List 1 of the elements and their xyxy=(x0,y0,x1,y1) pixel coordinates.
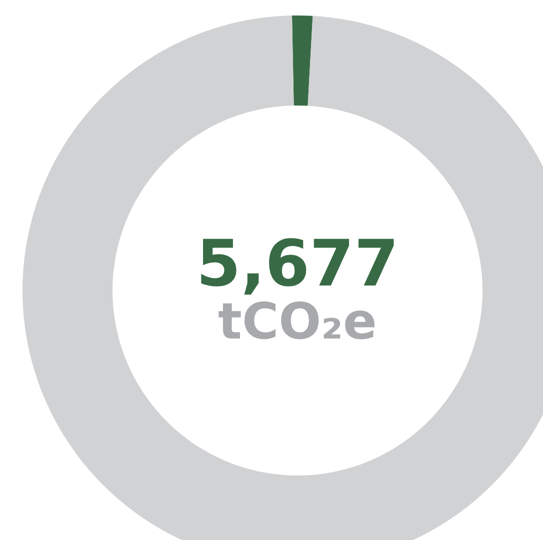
text: 5,677 xyxy=(196,228,399,302)
